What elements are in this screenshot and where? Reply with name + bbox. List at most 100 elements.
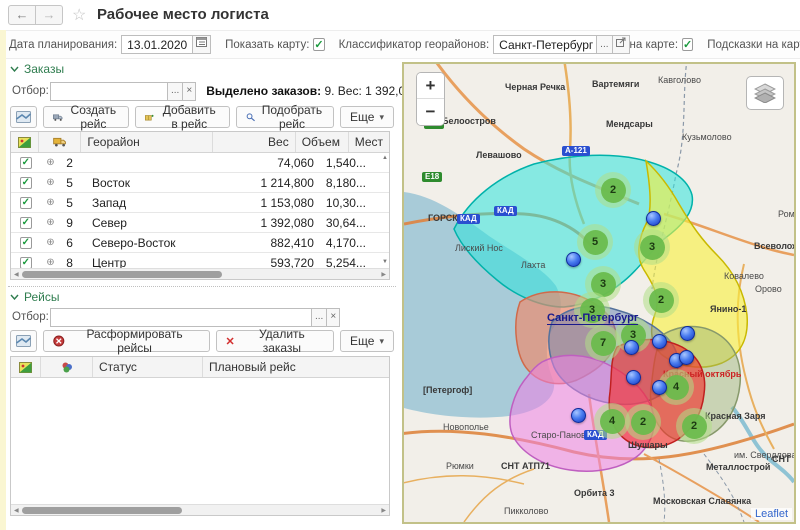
scroll-down-icon[interactable]: ▼ <box>382 259 388 265</box>
marker-cluster[interactable]: 2 <box>625 404 661 440</box>
map-attribution[interactable]: Leaflet <box>751 508 792 520</box>
table-row[interactable]: ✓ ⊕ 5 Запад 1 153,080 10,30... <box>11 193 389 213</box>
column-header-weight[interactable]: Вес <box>213 132 296 152</box>
trips-filter-input[interactable] <box>50 308 312 327</box>
trips-section-header[interactable]: Рейсы <box>10 290 59 304</box>
map-view-button[interactable] <box>10 330 37 352</box>
trips-filter-clear-button[interactable]: × <box>326 308 340 327</box>
row-checkbox[interactable]: ✓ <box>20 257 32 269</box>
flag-map-icon[interactable] <box>11 132 39 152</box>
forward-button[interactable]: → <box>35 5 63 25</box>
city-label[interactable]: Санкт-Петербург <box>547 312 638 325</box>
scroll-left-icon[interactable]: ◀ <box>11 507 22 514</box>
expand-icon[interactable]: ⊕ <box>41 217 61 228</box>
add-to-trip-button[interactable]: Добавить в рейс <box>135 106 230 128</box>
map-marker[interactable] <box>652 380 667 395</box>
orders-filter-ellipsis-button[interactable]: ... <box>167 82 183 101</box>
calendar-icon[interactable] <box>192 35 211 54</box>
status-pie-icon[interactable] <box>41 357 93 377</box>
map-town-label: [Петергоф] <box>423 386 472 395</box>
left-splitter[interactable] <box>0 30 6 530</box>
row-checkbox[interactable]: ✓ <box>20 157 32 169</box>
pick-trip-button[interactable]: Подобрать рейс <box>236 106 334 128</box>
trips-filter-ellipsis-button[interactable]: ... <box>311 308 327 327</box>
map-marker[interactable] <box>679 350 694 365</box>
expand-icon[interactable]: ⊕ <box>41 257 61 268</box>
marker-cluster[interactable]: 2 <box>676 408 712 444</box>
marker-cluster[interactable]: 5 <box>577 224 613 260</box>
favorite-star-icon[interactable]: ☆ <box>72 5 86 25</box>
map-marker[interactable] <box>680 326 695 341</box>
map-marker[interactable] <box>652 334 667 349</box>
map-marker[interactable] <box>566 252 581 267</box>
marker-cluster[interactable]: 2 <box>595 172 631 208</box>
row-checkbox[interactable]: ✓ <box>20 177 32 189</box>
row-checkbox[interactable]: ✓ <box>20 217 32 229</box>
column-header-volume[interactable]: Объем <box>296 132 349 152</box>
zoom-out-button[interactable]: − <box>417 99 444 125</box>
map-marker[interactable] <box>571 408 586 423</box>
orders-filter-clear-button[interactable]: × <box>182 82 196 101</box>
column-header-georegion[interactable]: Георайон <box>81 132 212 152</box>
map-view-button[interactable] <box>10 106 37 128</box>
road-badge: E18 <box>422 172 442 182</box>
orders-filter-input[interactable] <box>50 82 168 101</box>
expand-icon[interactable]: ⊕ <box>41 157 61 168</box>
flag-map-icon[interactable] <box>11 357 41 377</box>
zoom-in-button[interactable]: + <box>417 73 444 99</box>
truck-icon <box>53 112 63 123</box>
nav-buttons: ← → <box>8 5 63 25</box>
back-button[interactable]: ← <box>8 5 36 25</box>
column-header-status[interactable]: Статус <box>93 357 203 377</box>
map[interactable]: Черная РечкаВартемягиКавголовоБелоостров… <box>402 62 796 524</box>
choose-ellipsis-button[interactable]: ... <box>596 35 612 54</box>
map-town-label: Орово <box>755 285 782 294</box>
scroll-thumb[interactable] <box>22 507 182 514</box>
scroll-right-icon[interactable]: ▶ <box>378 271 389 278</box>
map-zoom-control: + − <box>416 72 445 126</box>
table-row[interactable]: ✓ ⊕ 2 74,060 1,540... <box>11 153 389 173</box>
scroll-right-icon[interactable]: ▶ <box>378 507 389 514</box>
show-map-checkbox[interactable]: ✓ <box>313 38 324 51</box>
row-region: Запад <box>86 196 229 210</box>
orders-section-title: Заказы <box>24 62 64 76</box>
expand-icon[interactable]: ⊕ <box>41 177 61 188</box>
map-marker[interactable] <box>626 370 641 385</box>
map-marker[interactable] <box>646 211 661 226</box>
expand-icon[interactable]: ⊕ <box>41 197 61 208</box>
expand-icon[interactable]: ⊕ <box>41 237 61 248</box>
truck-column-icon[interactable] <box>39 132 81 152</box>
scroll-up-icon[interactable]: ▲ <box>382 155 388 161</box>
scroll-thumb[interactable] <box>22 271 222 278</box>
trips-more-button[interactable]: Еще▾ <box>340 330 394 352</box>
delete-orders-button[interactable]: ✕ Удалить заказы <box>216 330 335 352</box>
open-link-icon[interactable] <box>612 35 630 54</box>
table-row[interactable]: ✓ ⊕ 6 Северо-Восток 882,410 4,170... <box>11 233 389 253</box>
table-row[interactable]: ✓ ⊕ 5 Восток 1 214,800 8,180... <box>11 173 389 193</box>
disband-trips-button[interactable]: Расформировать рейсы <box>43 330 210 352</box>
marker-cluster[interactable]: 3 <box>634 229 670 265</box>
marker-cluster[interactable]: 7 <box>585 325 621 361</box>
map-icon <box>16 111 31 123</box>
orders-more-button[interactable]: Еще▾ <box>340 106 394 128</box>
scroll-left-icon[interactable]: ◀ <box>11 271 22 278</box>
create-trip-button[interactable]: Создать рейс <box>43 106 129 128</box>
on-map-checkbox[interactable]: ✓ <box>682 38 693 51</box>
red-cross-icon: ✕ <box>226 335 235 348</box>
orders-section-header[interactable]: Заказы <box>10 62 64 76</box>
orders-hscrollbar[interactable]: ◀ ▶ <box>11 268 389 279</box>
date-input[interactable]: 13.01.2020 <box>121 35 193 54</box>
column-header-planned-trip[interactable]: Плановый рейс <box>203 357 389 377</box>
row-checkbox[interactable]: ✓ <box>20 237 32 249</box>
row-checkbox[interactable]: ✓ <box>20 197 32 209</box>
layers-control[interactable] <box>746 76 784 110</box>
trips-hscrollbar[interactable]: ◀ ▶ <box>11 504 389 515</box>
classifier-input[interactable]: Санкт-Петербург <box>493 35 597 54</box>
row-volume: 10,30... <box>320 196 377 210</box>
column-header-places[interactable]: Мест <box>349 132 389 152</box>
map-overlay: Черная РечкаВартемягиКавголовоБелоостров… <box>404 64 794 522</box>
map-marker[interactable] <box>624 340 639 355</box>
table-row[interactable]: ✓ ⊕ 9 Север 1 392,080 30,64... <box>11 213 389 233</box>
marker-cluster[interactable]: 2 <box>643 282 679 318</box>
orders-filter-row: Отбор: ... × Выделено заказов: 9. Вес: 1… <box>8 80 470 102</box>
